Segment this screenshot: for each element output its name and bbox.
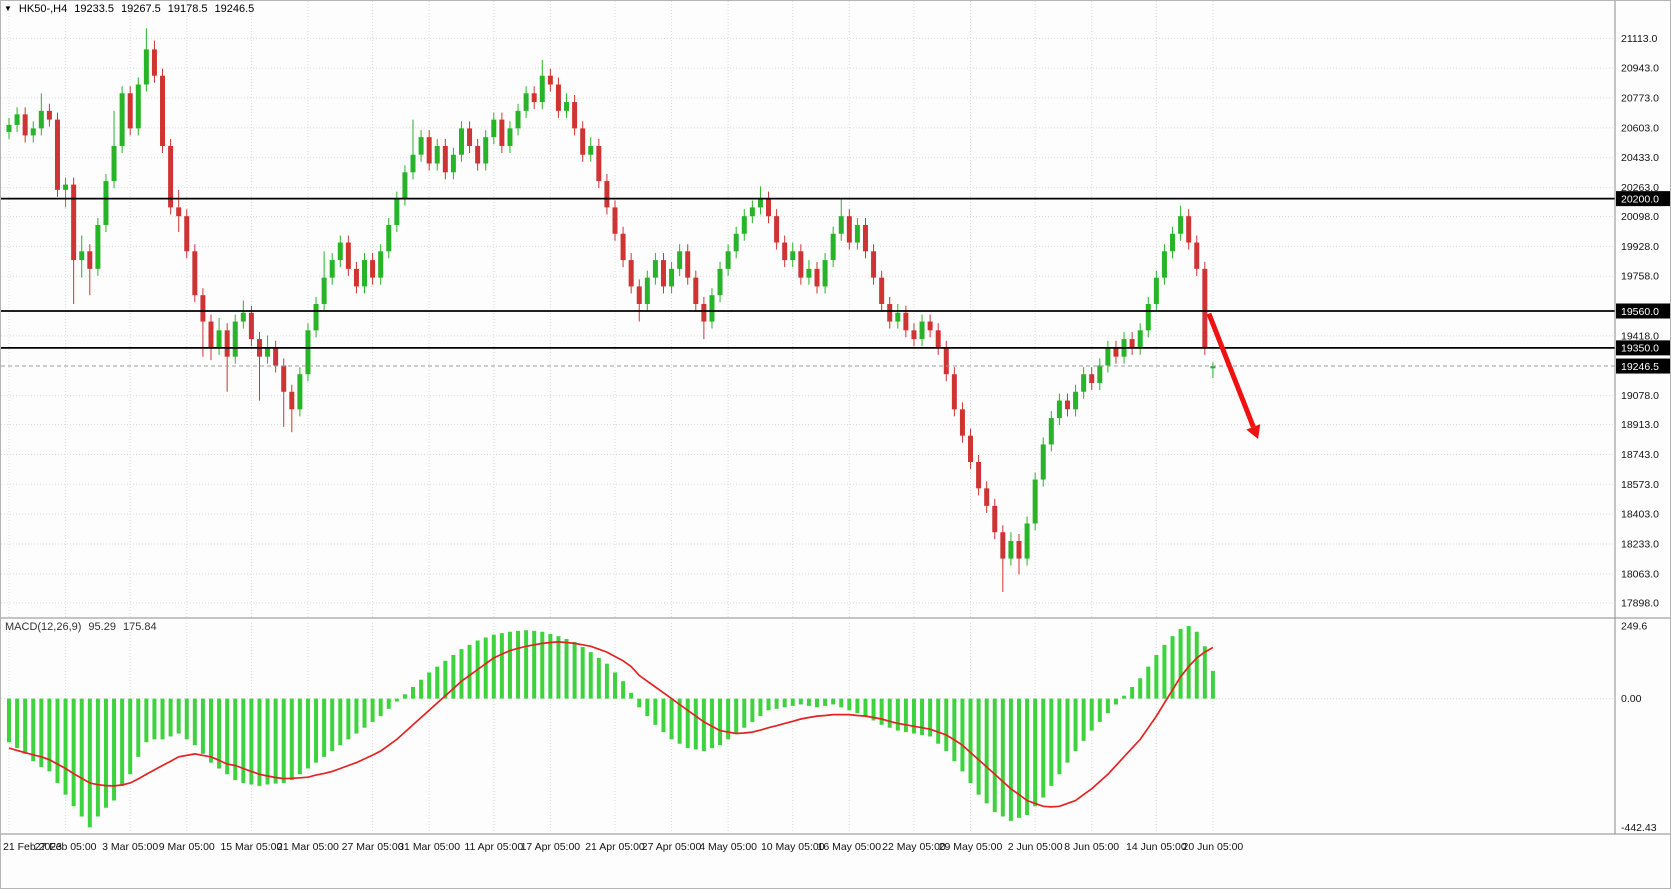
price-axis-label: 20943.0: [1621, 63, 1659, 75]
ohlc-high: 19267.5: [120, 3, 161, 15]
symbol-period-label: HK50-,H4: [18, 3, 68, 15]
price-axis-label: 20263.0: [1621, 182, 1659, 194]
grid-lines: [1, 1, 1615, 831]
price-axis-label: 18913.0: [1621, 419, 1659, 431]
macd-axis-label: 0.00: [1621, 693, 1642, 705]
level-price-box: [1616, 303, 1670, 319]
price-axis-label: 21113.0: [1621, 33, 1658, 45]
price-axis-label: 18233.0: [1621, 538, 1659, 550]
time-axis-label: 8 Jun 05:00: [1064, 841, 1119, 853]
price-axis-label: 20603.0: [1621, 122, 1659, 134]
time-axis-label: 20 Jun 05:00: [1183, 841, 1244, 853]
time-axis-label: 10 May 05:00: [761, 841, 825, 853]
price-axis-label: 19078.0: [1621, 390, 1659, 402]
time-axis-label: 2 Jun 05:00: [1008, 841, 1063, 853]
price-axis-label: 20098.0: [1621, 211, 1659, 223]
symbol-info-bar: ▼ HK50-,H4 19233.5 19267.5 19178.5 19246…: [4, 3, 254, 15]
time-axis-label: 29 May 05:00: [939, 841, 1003, 853]
time-axis-label: 3 Mar 05:00: [102, 841, 158, 853]
time-axis-label: 11 Apr 05:00: [464, 841, 523, 853]
pane-separators: [1, 1, 1670, 835]
price-axis-label: 20433.0: [1621, 152, 1659, 164]
macd-axis: 249.6 0.00 -442.43: [1621, 621, 1657, 834]
macd-axis-label: -442.43: [1621, 822, 1657, 834]
time-axis-label: 4 May 05:00: [699, 841, 757, 853]
time-axis-label: 27 Feb 05:00: [35, 841, 97, 853]
price-axis-label: 17898.0: [1621, 597, 1659, 609]
time-axis-label: 27 Mar 05:00: [342, 841, 404, 853]
price-axis-label: 18403.0: [1621, 509, 1659, 521]
time-axis-label: 21 Feb 2023: [3, 841, 62, 853]
time-axis-label: 22 May 05:00: [882, 841, 946, 853]
level-price-box-label: 20200.0: [1621, 193, 1659, 205]
chart-dropdown-icon[interactable]: ▼: [4, 4, 12, 13]
time-axis-label: 27 Apr 05:00: [642, 841, 702, 853]
macd-indicator-label: MACD(12,26,9) 95.29 175.84: [5, 621, 157, 633]
price-axis-label: 19418.0: [1621, 330, 1659, 342]
current-price-box: [1616, 358, 1670, 374]
level-price-box-label: 19350.0: [1621, 343, 1659, 355]
level-price-box: [1616, 340, 1670, 356]
time-axis-label: 21 Apr 05:00: [585, 841, 645, 853]
macd-main-value: 95.29: [88, 621, 116, 633]
macd-name: MACD(12,26,9): [5, 621, 82, 633]
price-axis-label: 20773.0: [1621, 93, 1659, 105]
down-arrow-annotation: [1206, 312, 1261, 439]
time-axis-label: 17 Apr 05:00: [521, 841, 581, 853]
price-axis-label: 19928.0: [1621, 241, 1659, 253]
time-axis-label: 21 Mar 05:00: [277, 841, 339, 853]
price-axis-label: 19758.0: [1621, 271, 1659, 283]
ohlc-low: 19178.5: [167, 3, 208, 15]
macd-signal-value: 175.84: [122, 621, 157, 633]
time-axis-label: 14 Jun 05:00: [1126, 841, 1187, 853]
time-axis-label: 15 Mar 05:00: [220, 841, 282, 853]
price-axis-label: 18573.0: [1621, 479, 1659, 491]
time-axis-label: 9 Mar 05:00: [159, 841, 215, 853]
time-axis-label: 16 May 05:00: [817, 841, 881, 853]
macd-indicator: [7, 626, 1215, 828]
current-price-box-label: 19246.5: [1621, 361, 1659, 373]
price-axis-label: 18743.0: [1621, 449, 1659, 461]
price-axis-label: 18063.0: [1621, 568, 1659, 580]
level-price-box: [1616, 191, 1670, 207]
candlesticks: [6, 28, 1216, 592]
horizontal-level-lines: [1, 197, 1615, 367]
macd-axis-label: 249.6: [1621, 621, 1647, 633]
price-axis: 21113.0 20943.0 20773.0 20603.0 20433.0 20263…: [1616, 33, 1670, 609]
ohlc-close: 19246.5: [214, 3, 255, 15]
time-axis-label: 31 Mar 05:00: [398, 841, 460, 853]
ohlc-open: 19233.5: [74, 3, 114, 15]
level-price-box-label: 19560.0: [1621, 306, 1659, 318]
